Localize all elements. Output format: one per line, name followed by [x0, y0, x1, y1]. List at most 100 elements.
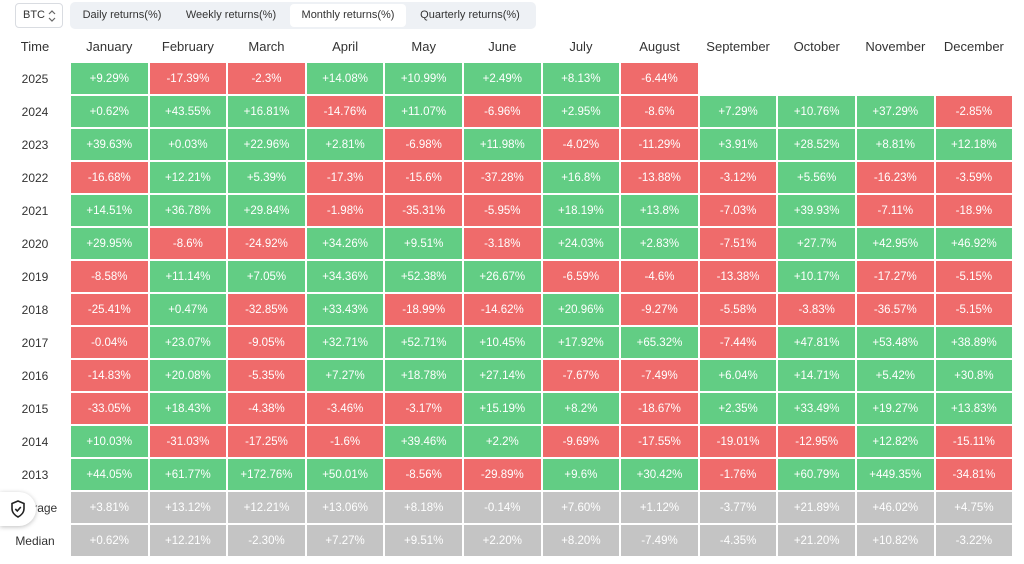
return-cell: -7.11%	[857, 195, 934, 226]
return-cell: +32.71%	[306, 327, 384, 358]
return-cell: +9.51%	[385, 525, 462, 556]
column-header: Time	[20, 38, 50, 54]
tab[interactable]: Weekly returns(%)	[185, 9, 277, 21]
return-cell: -3.12%	[699, 162, 777, 193]
return-cell: -7.49%	[621, 360, 698, 391]
return-cell: -18.9%	[935, 195, 1013, 226]
selector-label: BTC	[23, 9, 45, 21]
return-cell: +30.42%	[621, 459, 698, 490]
tab[interactable]: Quarterly returns(%)	[420, 9, 520, 21]
return-cell: +30.8%	[935, 360, 1013, 391]
return-cell: +2.2%	[464, 426, 541, 457]
return-cell: +38.89%	[935, 327, 1013, 358]
chevron-icon	[48, 10, 56, 22]
return-cell: -3.83%	[778, 294, 855, 325]
column-header: September	[706, 38, 770, 54]
return-cell: +10.03%	[71, 426, 148, 457]
return-cell: +52.71%	[385, 327, 462, 358]
return-cell: +27.14%	[464, 360, 541, 391]
return-cell: +7.05%	[228, 261, 305, 292]
return-cell: -1.76%	[699, 459, 777, 490]
return-cell: -5.58%	[699, 294, 777, 325]
return-cell: -6.59%	[542, 261, 620, 292]
return-cell: +44.05%	[71, 459, 148, 490]
return-cell: -14.76%	[306, 96, 384, 127]
tab[interactable]: Daily returns(%)	[82, 9, 162, 21]
return-cell: -5.15%	[935, 294, 1013, 325]
return-cell: -7.44%	[699, 327, 777, 358]
return-cell: -17.27%	[857, 261, 934, 292]
return-cell: -17.55%	[621, 426, 698, 457]
return-cell: +34.26%	[306, 228, 384, 259]
return-cell: -15.11%	[935, 426, 1013, 457]
return-cell: -3.46%	[306, 393, 384, 424]
return-cell: +37.29%	[857, 96, 934, 127]
return-cell: -8.6%	[621, 96, 698, 127]
return-cell: +0.03%	[149, 129, 227, 160]
return-cell: -25.41%	[71, 294, 148, 325]
return-cell: +29.84%	[228, 195, 305, 226]
return-cell: +18.43%	[149, 393, 227, 424]
tab-group: Daily returns(%) Weekly returns(%) Monthly…	[70, 2, 536, 29]
return-cell: +47.81%	[778, 327, 855, 358]
return-cell: +12.21%	[228, 492, 305, 523]
row-label: 2023	[21, 137, 49, 152]
asset-selector[interactable]: BTC	[15, 3, 63, 28]
return-cell: -8.56%	[385, 459, 462, 490]
return-cell: -24.92%	[228, 228, 305, 259]
return-cell: -7.51%	[699, 228, 777, 259]
column-header: January	[86, 38, 133, 54]
row-label: 2021	[21, 203, 49, 218]
return-cell: -35.31%	[385, 195, 462, 226]
return-cell: -36.57%	[857, 294, 934, 325]
return-cell: +12.18%	[935, 129, 1013, 160]
return-cell: +5.56%	[778, 162, 855, 193]
return-cell: -14.83%	[71, 360, 148, 391]
return-cell: -17.39%	[149, 63, 227, 94]
return-cell: +5.39%	[228, 162, 305, 193]
return-cell: +53.48%	[857, 327, 934, 358]
return-cell: +60.79%	[778, 459, 855, 490]
return-cell: +11.98%	[464, 129, 541, 160]
return-cell: +10.45%	[464, 327, 541, 358]
return-cell: +3.91%	[699, 129, 777, 160]
tab[interactable]: Monthly returns(%)	[290, 4, 406, 27]
return-cell: +14.71%	[778, 360, 855, 391]
return-cell: +16.81%	[228, 96, 305, 127]
column-header: May	[411, 38, 436, 54]
return-cell: -6.96%	[464, 96, 541, 127]
return-cell: -3.18%	[464, 228, 541, 259]
return-cell: +36.78%	[149, 195, 227, 226]
row-label: 2022	[21, 170, 49, 185]
return-cell: +17.92%	[542, 327, 620, 358]
return-cell: -4.02%	[542, 129, 620, 160]
return-cell: +13.8%	[621, 195, 698, 226]
return-cell: +12.82%	[857, 426, 934, 457]
row-label: 2025	[21, 71, 49, 86]
return-cell: -9.27%	[621, 294, 698, 325]
return-cell: +10.99%	[385, 63, 462, 94]
return-cell: -18.67%	[621, 393, 698, 424]
return-cell: +43.55%	[149, 96, 227, 127]
return-cell: -11.29%	[621, 129, 698, 160]
return-cell: -29.89%	[464, 459, 541, 490]
shield-button[interactable]	[0, 492, 36, 526]
return-cell: -6.44%	[621, 63, 698, 94]
return-cell: +29.95%	[71, 228, 148, 259]
column-header: November	[865, 38, 926, 54]
column-header: August	[639, 38, 680, 54]
return-cell: -9.05%	[228, 327, 305, 358]
return-cell: +14.51%	[71, 195, 148, 226]
return-cell: +7.60%	[542, 492, 620, 523]
return-cell: +10.17%	[778, 261, 855, 292]
return-cell: -19.01%	[699, 426, 777, 457]
return-cell: +61.77%	[149, 459, 227, 490]
return-cell: +39.63%	[71, 129, 148, 160]
return-cell: -5.35%	[228, 360, 305, 391]
return-cell: -17.3%	[306, 162, 384, 193]
return-cell: +46.02%	[857, 492, 934, 523]
return-cell: -0.14%	[464, 492, 541, 523]
return-cell: +9.51%	[385, 228, 462, 259]
return-cell: +18.19%	[542, 195, 620, 226]
